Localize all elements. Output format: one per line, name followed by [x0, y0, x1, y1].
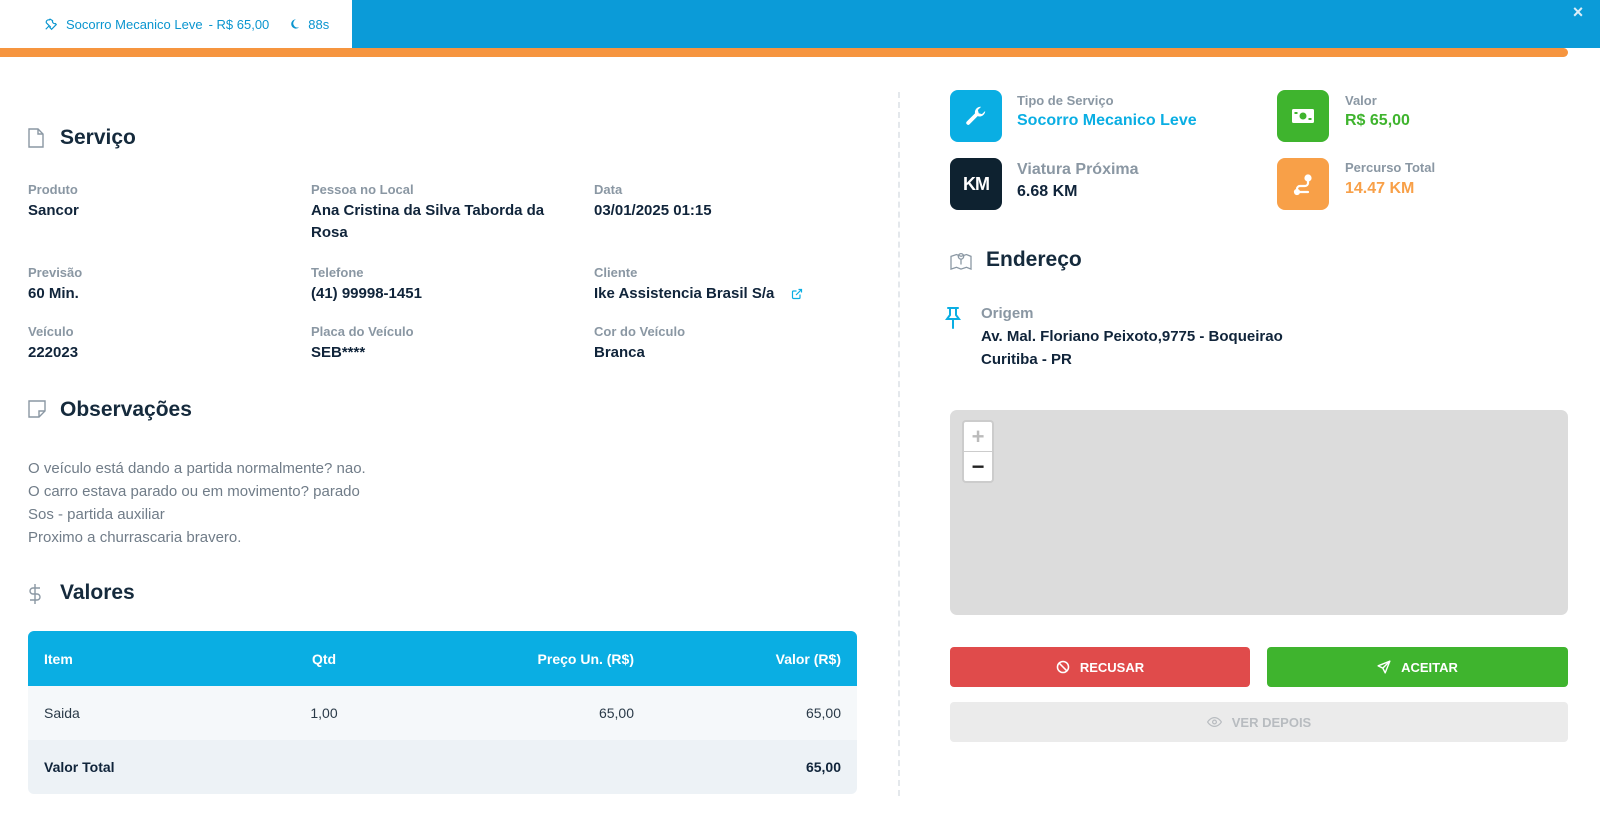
- cell-preco: 65,00: [598, 705, 634, 721]
- obs-line: O carro estava parado ou em movimento? p…: [28, 483, 360, 500]
- field-label-cor: Cor do Veículo: [594, 324, 686, 339]
- km-icon: KM: [950, 158, 1002, 210]
- field-value-cliente-row: Ike Assistencia Brasil S/a: [594, 283, 803, 305]
- table-total-row: Valor Total 65,00: [28, 740, 857, 794]
- percurso-label: Percurso Total: [1345, 160, 1436, 175]
- route-icon: [1277, 158, 1329, 210]
- valor-label: Valor: [1345, 93, 1377, 108]
- valores-section-title: Valores: [28, 581, 135, 605]
- field-label-cliente: Cliente: [594, 265, 638, 280]
- observacoes-section-title: Observações: [28, 398, 192, 422]
- obs-line: O veículo está dando a partida normalmen…: [28, 460, 366, 477]
- aceitar-label: ACEITAR: [1401, 659, 1458, 675]
- viatura-value: 6.68 KM: [1017, 183, 1078, 200]
- ver-depois-button[interactable]: VER DEPOIS: [950, 702, 1568, 742]
- cell-qtd: 1,00: [310, 705, 338, 721]
- field-value-previsao: 60 Min.: [28, 285, 79, 302]
- send-icon: [1377, 660, 1391, 674]
- total-label: Valor Total: [44, 759, 115, 775]
- field-label-data: Data: [594, 182, 623, 197]
- servico-title: Serviço: [60, 126, 136, 149]
- field-label-veiculo: Veículo: [28, 324, 74, 339]
- ban-icon: [1056, 660, 1070, 674]
- field-label-produto: Produto: [28, 182, 78, 197]
- map-icon: [950, 250, 972, 270]
- obs-line: Sos - partida auxiliar: [28, 506, 165, 523]
- percurso-value: 14.47 KM: [1345, 180, 1415, 197]
- field-value-cor: Branca: [594, 344, 645, 361]
- money-icon: [1277, 90, 1329, 142]
- cell-valor: 65,00: [805, 705, 841, 721]
- service-name: Socorro Mecanico Leve: [66, 16, 203, 32]
- tipo-servico-value: Socorro Mecanico Leve: [1017, 112, 1197, 129]
- close-icon[interactable]: ×: [1572, 2, 1584, 22]
- col-header-qtd: Qtd: [311, 650, 337, 667]
- eye-icon: [1206, 716, 1222, 728]
- countdown-progress-bar: [0, 48, 1568, 57]
- valores-table: Item Qtd Preço Un. (R$) Valor (R$) Saida…: [28, 631, 857, 794]
- external-link-icon[interactable]: [791, 288, 803, 300]
- cell-item: Saida: [44, 705, 80, 721]
- field-value-cliente: Ike Assistencia Brasil S/a: [594, 285, 775, 302]
- origem-address-line1: Av. Mal. Floriano Peixoto,9775 - Boqueir…: [981, 328, 1283, 345]
- recusar-button[interactable]: RECUSAR: [950, 647, 1250, 687]
- zoom-out-button[interactable]: −: [971, 454, 985, 479]
- wrench-icon: [950, 90, 1002, 142]
- origem-address-line2: Curitiba - PR: [981, 351, 1072, 368]
- observacoes-title: Observações: [60, 398, 192, 421]
- total-value: 65,00: [805, 759, 841, 775]
- wrench-icon: [44, 17, 58, 31]
- col-header-item: Item: [44, 650, 73, 667]
- field-value-pessoa: Ana Cristina da Silva Taborda da Rosa: [311, 202, 545, 241]
- pin-icon: [943, 306, 963, 335]
- table-row: Saida 1,00 65,00 65,00: [28, 686, 857, 740]
- field-value-data: 03/01/2025 01:15: [594, 202, 712, 219]
- timer-icon: [289, 18, 300, 30]
- field-label-pessoa: Pessoa no Local: [311, 182, 414, 197]
- ver-depois-label: VER DEPOIS: [1231, 714, 1312, 730]
- field-label-telefone: Telefone: [311, 265, 364, 280]
- valores-title: Valores: [60, 581, 135, 604]
- map-zoom-control: + −: [962, 420, 994, 483]
- col-header-preco: Preço Un. (R$): [537, 650, 634, 667]
- aceitar-button[interactable]: ACEITAR: [1267, 647, 1568, 687]
- note-icon: [28, 400, 46, 420]
- service-price: - R$ 65,00: [208, 16, 270, 32]
- observacoes-text: O veículo está dando a partida normalmen…: [28, 457, 366, 549]
- field-value-produto: Sancor: [28, 202, 79, 219]
- valor-value: R$ 65,00: [1345, 112, 1410, 129]
- zoom-in-button[interactable]: +: [964, 422, 992, 452]
- column-divider: [898, 92, 900, 796]
- viatura-label: Viatura Próxima: [1017, 161, 1139, 178]
- table-header-row: Item Qtd Preço Un. (R$) Valor (R$): [28, 631, 857, 686]
- field-label-placa: Placa do Veículo: [311, 324, 414, 339]
- tipo-servico-label: Tipo de Serviço: [1017, 93, 1114, 108]
- document-icon: [28, 128, 46, 148]
- recusar-label: RECUSAR: [1079, 659, 1145, 675]
- field-value-telefone: (41) 99998-1451: [311, 285, 422, 302]
- top-bar: Socorro Mecanico Leve - R$ 65,00 88s ×: [0, 0, 1600, 48]
- endereco-section-title: Endereço: [950, 248, 1082, 272]
- field-label-previsao: Previsão: [28, 265, 83, 280]
- field-value-veiculo: 222023: [28, 344, 79, 361]
- field-value-placa: SEB****: [311, 344, 366, 361]
- obs-line: Proximo a churrascaria bravero.: [28, 529, 242, 546]
- timer-value: 88s: [308, 16, 330, 32]
- endereco-title: Endereço: [986, 248, 1082, 271]
- map-view[interactable]: + −: [950, 410, 1568, 615]
- servico-section-title: Serviço: [28, 126, 136, 150]
- col-header-valor: Valor (R$): [775, 650, 841, 667]
- origem-label: Origem: [981, 305, 1034, 322]
- dollar-icon: [28, 583, 46, 604]
- service-tab[interactable]: Socorro Mecanico Leve - R$ 65,00 88s: [0, 0, 352, 48]
